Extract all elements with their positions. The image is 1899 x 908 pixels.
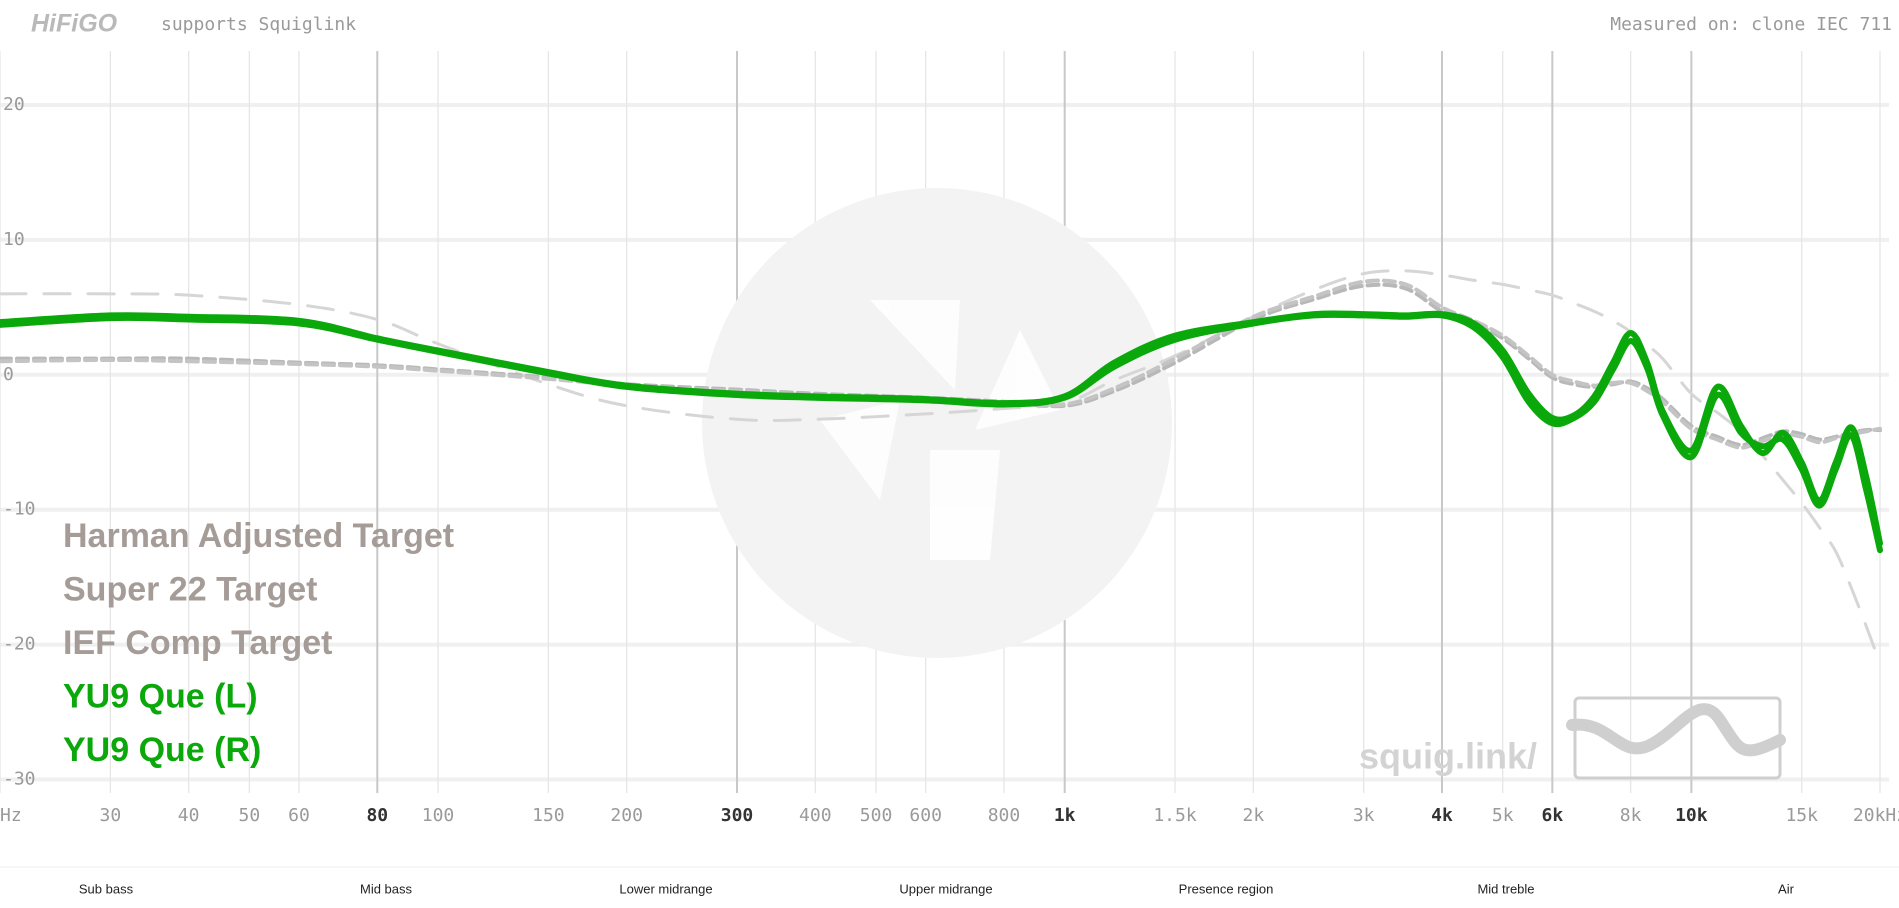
legend-entry: YU9 Que (L) (63, 677, 258, 715)
subtitle: supports Squiglink (161, 14, 356, 35)
x-tick-label: 2k (1242, 805, 1264, 826)
x-tick-label: 150 (532, 805, 565, 826)
band-label: Lower midrange (619, 881, 712, 896)
x-tick-label: 30 (100, 805, 122, 826)
x-tick-label: 600 (909, 805, 942, 826)
band-label: Presence region (1179, 881, 1274, 896)
logo: HiFiGO (31, 10, 118, 38)
band-label: Sub bass (79, 881, 134, 896)
legend-entry: IEF Comp Target (63, 624, 333, 662)
y-tick-label: 0 (3, 364, 14, 385)
x-tick-label: 10k (1675, 805, 1708, 826)
y-tick-label: -10 (3, 499, 36, 520)
legend-entry: Super 22 Target (63, 570, 317, 608)
series-line (0, 311, 1883, 554)
x-tick-label: 5k (1492, 805, 1514, 826)
x-tick-label: 300 (721, 805, 754, 826)
band-label: Upper midrange (899, 881, 992, 896)
series-line (0, 278, 1882, 450)
series-group (0, 269, 1883, 665)
band-label: Air (1778, 881, 1795, 896)
y-tick-label: 20 (3, 94, 25, 115)
y-tick-label: 10 (3, 229, 25, 250)
y-tick-label: -30 (3, 769, 36, 790)
x-tick-label: 800 (988, 805, 1021, 826)
x-tick-label: 500 (860, 805, 893, 826)
watermark-circle (702, 188, 1172, 658)
x-tick-label: 1.5k (1153, 805, 1197, 826)
x-tick-label: 400 (799, 805, 832, 826)
x-tick-label: 1k (1054, 805, 1076, 826)
x-tick-label: 50 (239, 805, 261, 826)
x-tick-label: 4k (1431, 805, 1453, 826)
x-tick-label: 8k (1620, 805, 1642, 826)
band-label: Mid treble (1477, 881, 1534, 896)
y-tick-label: -20 (3, 634, 36, 655)
watermark-wave (1566, 703, 1786, 757)
measured-on: Measured on: clone IEC 711 (1610, 14, 1892, 35)
legend-entry: Harman Adjusted Target (63, 517, 454, 555)
x-tick-label: 6k (1541, 805, 1563, 826)
band-label: Mid bass (360, 881, 413, 896)
watermark-text: squig.link/ (1359, 736, 1537, 777)
x-tick-label: 60 (288, 805, 310, 826)
x-tick-label: 20Hz (0, 805, 22, 826)
x-tick-label: 15k (1785, 805, 1818, 826)
x-tick-label: 40 (178, 805, 200, 826)
x-tick-label: 20kHz (1853, 805, 1899, 826)
x-tick-label: 80 (366, 805, 388, 826)
x-tick-label: 3k (1353, 805, 1375, 826)
x-tick-label: 200 (610, 805, 643, 826)
legend-entry: YU9 Que (R) (63, 731, 261, 769)
x-tick-label: 100 (422, 805, 455, 826)
